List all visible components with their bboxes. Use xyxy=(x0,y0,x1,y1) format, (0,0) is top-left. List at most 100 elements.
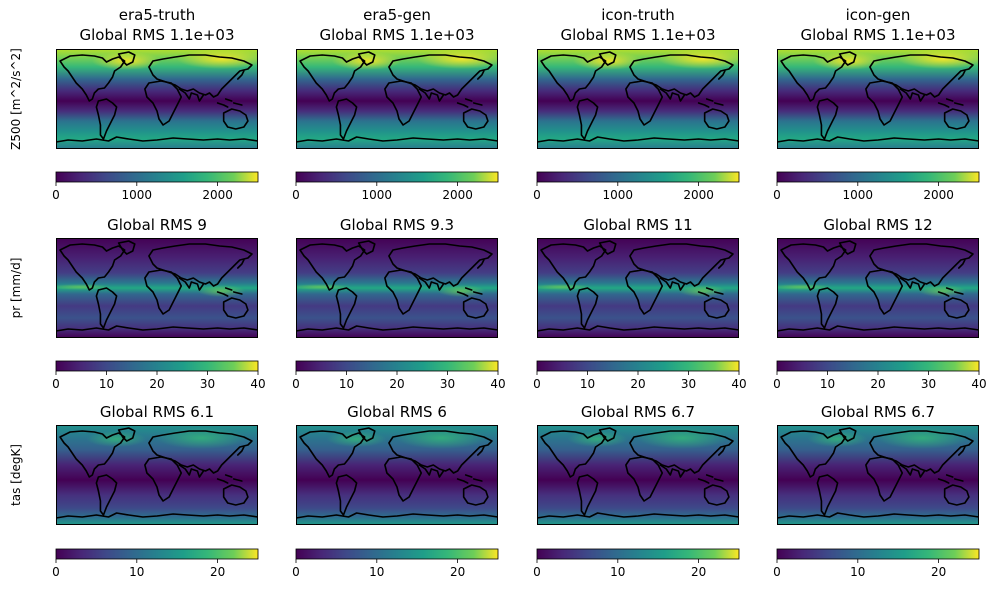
map-panel-z500-icon-gen xyxy=(777,49,979,149)
map-panel-pr-icon-truth xyxy=(537,238,739,338)
heatmap-hotspot xyxy=(567,431,628,447)
heatmap-hotspot xyxy=(807,431,868,447)
colorbar-gradient xyxy=(776,360,980,372)
colorbar-gradient xyxy=(536,360,740,372)
colorbar-tick-label: 10 xyxy=(580,377,595,391)
colorbar-tick-label: 40 xyxy=(490,377,505,391)
colorbar-tick-label: 30 xyxy=(681,377,696,391)
colorbar-tick-label: 0 xyxy=(533,188,541,202)
colorbar-pr: 0 10 20 30 40 xyxy=(292,360,506,391)
panel-title: Global RMS 6.7 xyxy=(581,403,695,421)
panel-title: Global RMS 1.1e+03 xyxy=(800,26,955,44)
colorbar-tick-label: 0 xyxy=(292,377,300,391)
map-panel-tas-icon-truth xyxy=(537,425,739,525)
colorbar-tick-label: 0 xyxy=(773,565,781,579)
map-panel-pr-era5-gen xyxy=(296,238,498,338)
map-frame xyxy=(537,49,739,149)
column-title-era5-truth: era5-truth xyxy=(119,6,196,24)
heatmap-hotspot xyxy=(572,52,643,70)
colorbar-tick-label: 10 xyxy=(850,565,865,579)
panel-title: Global RMS 1.1e+03 xyxy=(79,26,234,44)
heatmap-hotspot xyxy=(296,284,351,290)
heatmap-hotspot xyxy=(176,49,258,69)
map-frame xyxy=(56,238,258,338)
heatmap-hotspot xyxy=(91,52,162,70)
colorbar-gradient xyxy=(55,548,259,560)
colorbar-tick-label: 1000 xyxy=(122,188,153,202)
panel-title: Global RMS 6.7 xyxy=(821,403,935,421)
map-frame xyxy=(296,49,498,149)
panel-title: Global RMS 6 xyxy=(347,403,447,421)
colorbar-tick-label: 10 xyxy=(129,565,144,579)
colorbar-tick-label: 20 xyxy=(870,377,885,391)
colorbar-tick-label: 2000 xyxy=(923,188,954,202)
colorbar-tick-label: 20 xyxy=(630,377,645,391)
colorbar-z500: 0 1000 2000 xyxy=(773,171,980,202)
map-panel-tas-era5-truth xyxy=(56,425,258,525)
colorbar-tick-label: 0 xyxy=(52,565,60,579)
heatmap-hotspot xyxy=(197,285,246,297)
colorbar-tick-label: 30 xyxy=(200,377,215,391)
colorbar-tick-label: 30 xyxy=(921,377,936,391)
colorbar-gradient xyxy=(776,548,980,560)
colorbar-tick-label: 1000 xyxy=(362,188,393,202)
colorbar-tick-label: 40 xyxy=(250,377,265,391)
colorbar-pr: 0 10 20 30 40 xyxy=(52,360,266,391)
colorbar-tick-label: 10 xyxy=(820,377,835,391)
heatmap-hotspot xyxy=(918,285,967,297)
heatmap-hotspot xyxy=(537,284,592,290)
colorbar-tick-label: 20 xyxy=(450,565,465,579)
colorbar-tick-label: 10 xyxy=(99,377,114,391)
colorbar-tick-label: 0 xyxy=(292,565,300,579)
map-panel-z500-era5-truth xyxy=(56,49,258,149)
row-ylabel-pr: pr [mm/d] xyxy=(9,258,23,319)
colorbar-tas: 0 10 20 xyxy=(773,548,980,579)
colorbar-gradient xyxy=(776,171,980,183)
colorbar-tick-label: 0 xyxy=(52,377,60,391)
colorbar-tas: 0 10 20 xyxy=(52,548,259,579)
heatmap-hotspot xyxy=(812,52,883,70)
colorbar-gradient xyxy=(536,548,740,560)
heatmap-hotspot xyxy=(331,52,402,70)
colorbar-gradient xyxy=(55,171,259,183)
colorbar-tas: 0 10 20 xyxy=(533,548,740,579)
map-frame xyxy=(537,238,739,338)
map-frame xyxy=(296,425,498,525)
map-panel-tas-icon-gen xyxy=(777,425,979,525)
colorbar-tick-label: 2000 xyxy=(202,188,233,202)
colorbar-tick-label: 10 xyxy=(339,377,354,391)
colorbar-tick-label: 10 xyxy=(610,565,625,579)
map-frame xyxy=(296,238,498,338)
map-frame xyxy=(777,238,979,338)
map-frame xyxy=(537,425,739,525)
heatmap-hotspot xyxy=(86,431,147,447)
colorbar-tick-label: 30 xyxy=(440,377,455,391)
colorbar-tick-label: 1000 xyxy=(843,188,874,202)
map-frame xyxy=(56,425,258,525)
colorbar-tick-label: 20 xyxy=(149,377,164,391)
heatmap-hotspot xyxy=(56,284,111,290)
colorbar-z500: 0 1000 2000 xyxy=(52,171,259,202)
map-panel-pr-era5-truth xyxy=(56,238,258,338)
colorbar-tick-label: 10 xyxy=(369,565,384,579)
colorbar-tick-label: 0 xyxy=(533,377,541,391)
heatmap-hotspot xyxy=(777,284,832,290)
heatmap-hotspot xyxy=(657,49,739,69)
map-frame xyxy=(56,49,258,149)
heatmap-hotspot xyxy=(897,49,979,69)
colorbar-tick-label: 0 xyxy=(773,188,781,202)
column-title-icon-truth: icon-truth xyxy=(601,6,674,24)
map-panel-pr-icon-gen xyxy=(777,238,979,338)
map-frame xyxy=(777,425,979,525)
row-ylabel-tas: tas [degK] xyxy=(9,444,23,506)
row-ylabel-z500: Z500 [m^2/s^2] xyxy=(9,48,23,150)
colorbar-tick-label: 20 xyxy=(691,565,706,579)
panel-title: Global RMS 11 xyxy=(583,216,692,234)
colorbar-tick-label: 20 xyxy=(210,565,225,579)
colorbar-tick-label: 0 xyxy=(292,188,300,202)
colorbar-pr: 0 10 20 30 40 xyxy=(533,360,747,391)
colorbar-gradient xyxy=(295,171,499,183)
map-frame xyxy=(777,49,979,149)
colorbar-tick-label: 0 xyxy=(533,565,541,579)
